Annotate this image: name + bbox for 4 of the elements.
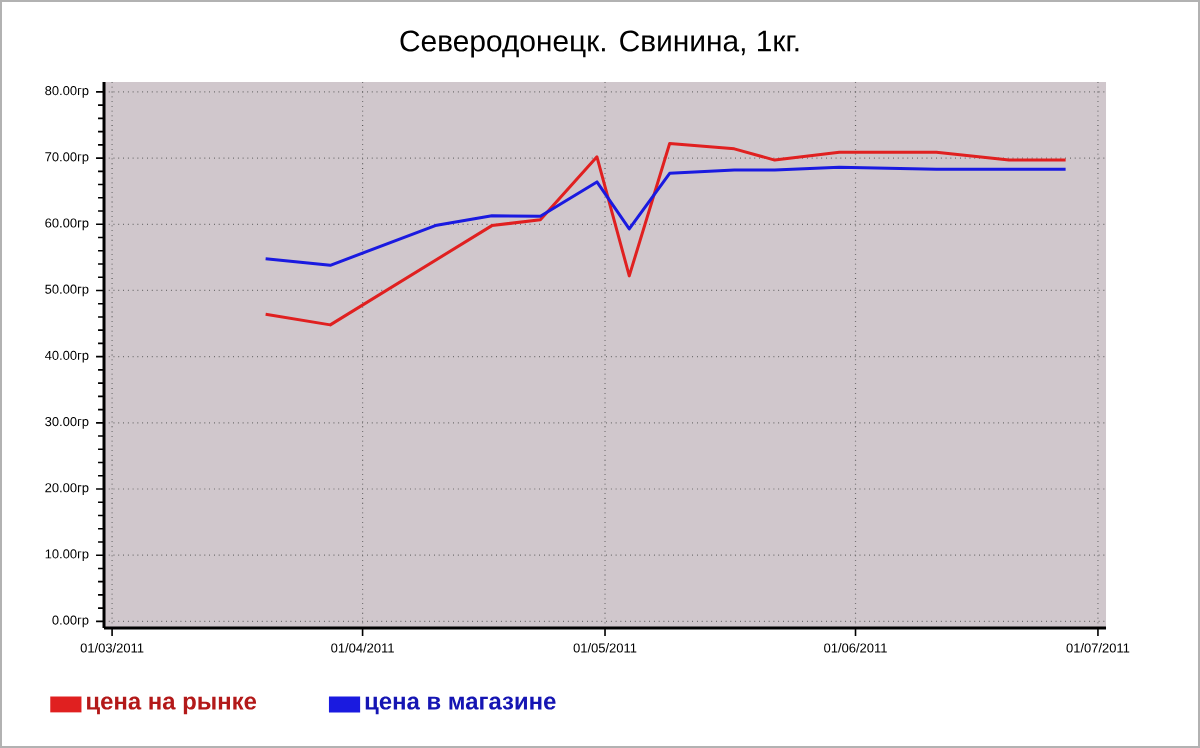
legend-label: цена на рынке	[87, 696, 257, 715]
legend-label: цена в магазине	[365, 696, 556, 715]
chart-title: Северодонецк. Свинина, 1кг.	[400, 30, 799, 58]
line-series	[264, 142, 1068, 327]
